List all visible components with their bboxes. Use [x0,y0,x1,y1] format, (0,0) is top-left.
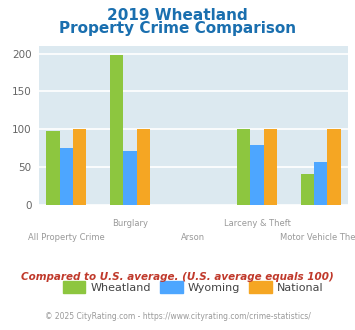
Bar [301,175,314,205]
Bar [46,131,60,205]
Bar [73,129,86,205]
Text: Property Crime Comparison: Property Crime Comparison [59,21,296,36]
Bar [327,129,341,205]
Bar [110,55,123,205]
Text: Burglary: Burglary [112,219,148,228]
Bar [314,162,327,205]
Bar [264,129,277,205]
Bar [123,151,137,205]
Bar [250,145,264,205]
Bar [137,129,150,205]
Bar [60,148,73,205]
Bar [237,129,250,205]
Text: © 2025 CityRating.com - https://www.cityrating.com/crime-statistics/: © 2025 CityRating.com - https://www.city… [45,312,310,321]
Text: Compared to U.S. average. (U.S. average equals 100): Compared to U.S. average. (U.S. average … [21,272,334,282]
Text: Arson: Arson [181,233,206,242]
Text: Motor Vehicle Theft: Motor Vehicle Theft [280,233,355,242]
Text: 2019 Wheatland: 2019 Wheatland [107,8,248,23]
Text: Larceny & Theft: Larceny & Theft [224,219,290,228]
Legend: Wheatland, Wyoming, National: Wheatland, Wyoming, National [59,277,328,297]
Text: All Property Crime: All Property Crime [28,233,105,242]
